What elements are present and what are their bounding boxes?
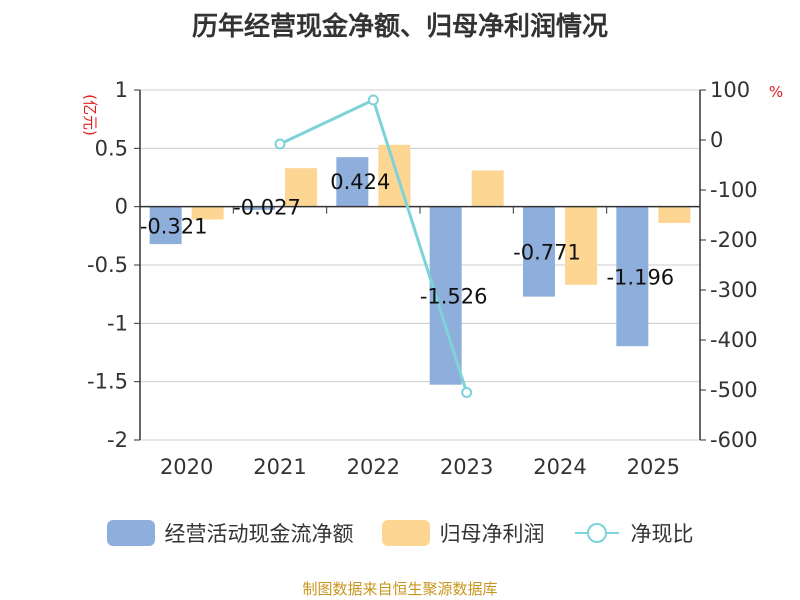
right-tick-label: -400 bbox=[710, 328, 758, 352]
right-axis-unit: % bbox=[769, 83, 783, 101]
legend-swatch-cashflow bbox=[106, 520, 155, 546]
legend-swatch-net-profit bbox=[381, 520, 430, 546]
bar-net-profit bbox=[191, 206, 224, 220]
legend: 经营活动现金流净额 归母净利润 净现比 bbox=[0, 518, 800, 548]
left-tick-label: -2 bbox=[107, 428, 128, 452]
ratio-point bbox=[367, 94, 379, 106]
legend-label-cashflow: 经营活动现金流净额 bbox=[164, 522, 354, 546]
ratio-point bbox=[274, 138, 286, 150]
legend-label-net-profit: 归母净利润 bbox=[439, 522, 545, 546]
data-label-cashflow: -0.321 bbox=[140, 214, 208, 238]
left-tick-label: -1.5 bbox=[87, 370, 128, 394]
chart-title: 历年经营现金净额、归母净利润情况 bbox=[191, 12, 608, 42]
left-axis-unit: (亿元) bbox=[81, 94, 99, 136]
legend-item-cashflow[interactable]: 经营活动现金流净额 bbox=[106, 518, 354, 548]
bar-net-profit bbox=[471, 170, 504, 207]
right-tick-label: -200 bbox=[710, 228, 758, 252]
category-label: 2021 bbox=[253, 455, 306, 479]
right-tick-label: 100 bbox=[710, 78, 750, 102]
category-label: 2025 bbox=[627, 455, 680, 479]
bar-net-profit bbox=[565, 206, 597, 285]
right-tick-label: -600 bbox=[710, 428, 758, 452]
legend-item-ratio[interactable]: 净现比 bbox=[573, 518, 694, 548]
data-label-cashflow: -1.526 bbox=[420, 285, 488, 309]
legend-line-marker-icon bbox=[574, 523, 619, 543]
right-tick-label: -100 bbox=[710, 178, 758, 202]
category-label: 2022 bbox=[347, 455, 400, 479]
bar-cashflow bbox=[523, 206, 555, 297]
left-tick-label: -0.5 bbox=[87, 253, 128, 277]
left-tick-label: 0 bbox=[115, 195, 128, 219]
right-tick-label: -300 bbox=[710, 278, 758, 302]
category-label: 2023 bbox=[440, 455, 493, 479]
left-tick-label: 0.5 bbox=[95, 136, 128, 160]
bar-cashflow bbox=[616, 206, 649, 347]
bar-cashflow bbox=[149, 206, 182, 245]
data-label-cashflow: -1.196 bbox=[606, 265, 674, 289]
left-tick-label: 1 bbox=[115, 78, 128, 102]
right-tick-label: 0 bbox=[710, 128, 723, 152]
category-label: 2020 bbox=[160, 455, 213, 479]
data-label-cashflow: -0.027 bbox=[233, 196, 301, 220]
category-label: 2024 bbox=[533, 455, 586, 479]
legend-label-ratio: 净现比 bbox=[630, 522, 694, 546]
source-note: 制图数据来自恒生聚源数据库 bbox=[302, 580, 498, 598]
bar-cashflow bbox=[336, 157, 369, 207]
bar-net-profit bbox=[285, 168, 317, 207]
right-tick-label: -500 bbox=[710, 378, 758, 402]
bar-cashflow bbox=[243, 206, 275, 210]
ratio-point bbox=[461, 387, 473, 398]
legend-item-net-profit[interactable]: 归母净利润 bbox=[381, 518, 545, 548]
left-tick-label: -1 bbox=[107, 311, 128, 335]
bar-net-profit bbox=[658, 206, 691, 223]
data-label-cashflow: 0.424 bbox=[330, 170, 390, 194]
data-label-cashflow: -0.771 bbox=[513, 241, 581, 265]
